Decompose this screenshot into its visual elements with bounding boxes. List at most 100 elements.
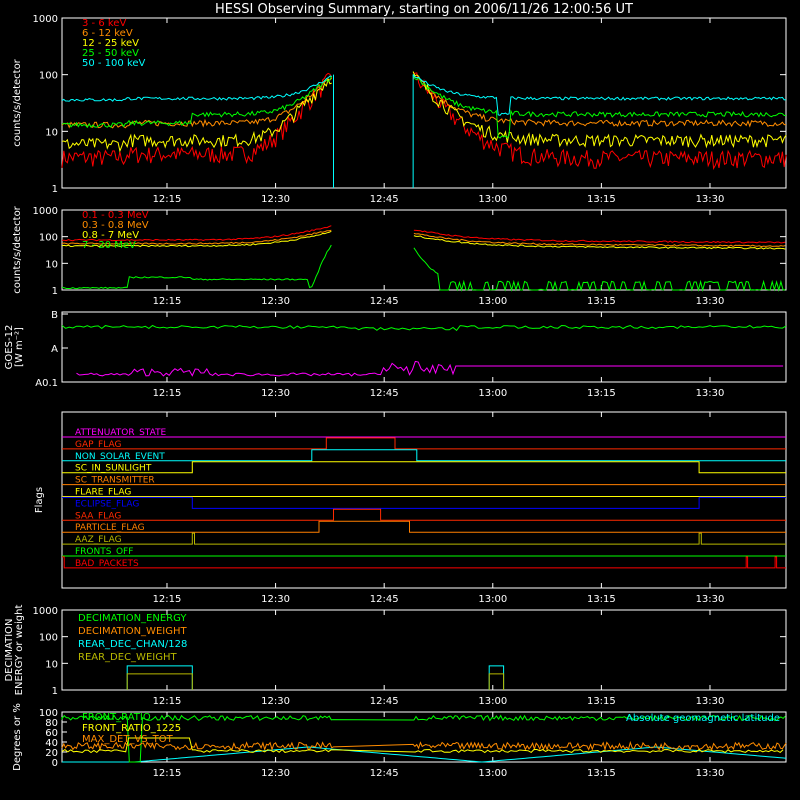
series-line-0 [412, 72, 787, 171]
latitude-annotation: Absolute geomagnetic latitude [626, 713, 780, 724]
y-tick-label: A0.1 [35, 378, 58, 389]
y-tick-label: 1 [52, 686, 58, 697]
flag-line-1 [62, 437, 786, 450]
x-tick-label: 12:30 [261, 594, 290, 605]
goes-long-channel [61, 324, 787, 332]
chart-decimation: 12:15 12:30 12:45 13:00 13:15 13:30 1 10 100 1000… [4, 605, 787, 707]
series-line-0 [61, 72, 333, 168]
flag-label: ECLIPSE_FLAG [75, 499, 139, 509]
y-tick-label: 1000 [33, 606, 58, 617]
series-line-1 [413, 232, 786, 248]
chart-ratios: 12:15 12:30 12:45 13:00 13:15 13:30 0204060801… [12, 703, 787, 779]
x-tick-label: 12:15 [153, 696, 182, 707]
y-tick-label: 60 [45, 728, 58, 739]
max-det-line [61, 740, 787, 752]
flag-line-9 [62, 532, 786, 545]
x-tick-label: 12:15 [153, 388, 182, 399]
chart-high-energy: 12:15 12:30 12:45 13:00 13:15 13:30 1 10 100 1000… [12, 205, 787, 307]
x-tick-label: 12:45 [370, 296, 399, 307]
y-tick-label: 80 [45, 718, 58, 729]
y-axis-label: counts/s/detector [12, 58, 23, 146]
x-tick-label: 12:45 [370, 194, 399, 205]
y-tick-label: 40 [45, 738, 58, 749]
flag-label: FLARE_FLAG [75, 488, 131, 498]
y-tick-label: A [51, 344, 58, 355]
y-tick-label: 1 [52, 286, 58, 297]
flag-label: AAZ_FLAG [75, 535, 122, 545]
x-tick-label: 13:30 [696, 388, 725, 399]
y-axis-label: DECIMATION [4, 618, 15, 681]
x-tick-label: 13:15 [587, 768, 616, 779]
front-ratio-1225-line [61, 737, 784, 754]
y-tick-label: 10 [45, 659, 58, 670]
y-tick-label: 1000 [33, 206, 58, 217]
y-tick-label: 1 [52, 184, 58, 195]
legend-entry: FRONT_RATIO [82, 712, 151, 723]
series-line-2 [413, 235, 786, 250]
legend-entry: 50 - 100 keV [82, 58, 146, 69]
series-line-3 [412, 74, 787, 139]
x-tick-label: 12:45 [370, 768, 399, 779]
x-tick-label: 12:45 [370, 594, 399, 605]
series-line-2 [412, 71, 787, 149]
legend-entry: REAR_DEC_CHAN/128 [78, 639, 187, 650]
legend-entry: 0.1 - 0.3 MeV [82, 210, 149, 221]
chart-low-energy: 12:15 12:30 12:45 13:00 13:15 13:30 1 10 100 1000… [12, 14, 787, 205]
y-tick-label: 10 [45, 127, 58, 138]
legend-entry: 7 - 20 MeV [82, 240, 136, 251]
chart-goes: 12:15 12:30 12:45 13:00 13:15 13:30 B A A0.1 GOES… [4, 310, 787, 399]
y-tick-label: 1000 [33, 14, 58, 25]
legend-entry: DECIMATION_ENERGY [78, 613, 187, 624]
series-line-1 [61, 229, 332, 245]
series-line-1 [61, 77, 333, 129]
flag-label: PARTICLE_FLAG [75, 523, 145, 533]
flag-line-6 [62, 496, 786, 509]
legend-entry: 0.3 - 0.8 MeV [82, 220, 149, 231]
flag-line-11 [62, 556, 786, 569]
flag-line-8 [62, 520, 786, 533]
y-tick-label: 100 [39, 708, 58, 719]
series-line-4 [412, 74, 787, 116]
flag-label: SC_TRANSMITTER [75, 476, 155, 486]
panel-frame [61, 17, 787, 189]
front-ratio-line [61, 714, 786, 763]
latitude-line [62, 746, 787, 763]
panel-frame [61, 311, 787, 383]
x-tick-label: 13:30 [696, 296, 725, 307]
x-tick-label: 12:15 [153, 296, 182, 307]
panel-frame [61, 609, 787, 691]
series-line-3 [61, 75, 333, 129]
x-tick-label: 13:00 [478, 594, 507, 605]
panel-frame [61, 411, 787, 589]
flag-label: GAP_FLAG [75, 440, 121, 450]
legend-entry: 6 - 12 keV [82, 28, 133, 39]
x-tick-label: 13:15 [587, 696, 616, 707]
flag-label: ATTENUATOR_STATE [75, 428, 167, 438]
x-tick-label: 12:30 [261, 768, 290, 779]
series-line-1 [412, 76, 786, 128]
y-axis-unit: [W m⁻²] [14, 327, 25, 367]
flag-line-2 [62, 449, 786, 462]
x-tick-label: 12:30 [261, 296, 290, 307]
flag-label: NON_SOLAR_EVENT [75, 452, 165, 462]
flag-label: FRONTS_OFF [75, 547, 133, 557]
x-tick-label: 13:00 [478, 194, 507, 205]
x-tick-label: 12:15 [153, 594, 182, 605]
flag-line-7 [62, 508, 786, 521]
x-tick-label: 12:15 [153, 194, 182, 205]
x-tick-label: 13:00 [478, 388, 507, 399]
x-tick-label: 13:30 [696, 594, 725, 605]
x-tick-label: 13:15 [587, 388, 616, 399]
series-line-2 [61, 230, 332, 248]
x-tick-label: 13:15 [587, 296, 616, 307]
y-tick-label: 100 [39, 71, 58, 82]
series-line-2 [61, 78, 332, 153]
x-tick-label: 13:00 [478, 696, 507, 707]
x-tick-label: 12:15 [153, 768, 182, 779]
x-tick-label: 13:00 [478, 296, 507, 307]
panel-frame [61, 209, 787, 291]
legend-entry: 0.8 - 7 MeV [82, 230, 139, 241]
x-tick-label: 13:30 [696, 696, 725, 707]
x-tick-label: 13:30 [696, 768, 725, 779]
